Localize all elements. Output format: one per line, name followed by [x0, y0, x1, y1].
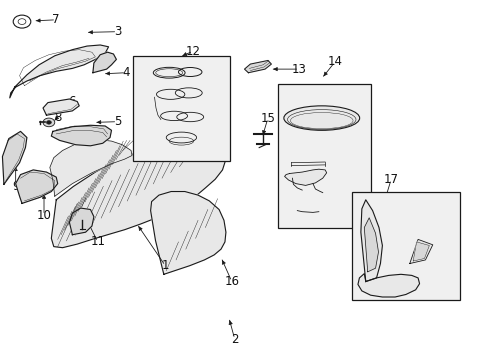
- Polygon shape: [93, 52, 116, 73]
- Polygon shape: [284, 169, 326, 185]
- Text: 3: 3: [113, 25, 121, 38]
- Polygon shape: [69, 208, 94, 235]
- Bar: [133, 56, 229, 161]
- Text: 4: 4: [122, 66, 130, 79]
- Bar: [351, 192, 459, 300]
- Text: 1: 1: [161, 259, 169, 272]
- Text: 14: 14: [327, 55, 342, 68]
- Text: 11: 11: [90, 235, 105, 248]
- Circle shape: [43, 118, 55, 127]
- Polygon shape: [2, 131, 27, 184]
- Polygon shape: [244, 60, 271, 73]
- Polygon shape: [409, 239, 432, 264]
- Polygon shape: [51, 125, 111, 146]
- Polygon shape: [412, 242, 428, 261]
- Polygon shape: [150, 192, 225, 274]
- Polygon shape: [16, 170, 58, 203]
- Polygon shape: [360, 200, 382, 282]
- Text: 2: 2: [230, 333, 238, 346]
- Polygon shape: [357, 274, 419, 297]
- Polygon shape: [51, 141, 225, 248]
- Text: 12: 12: [185, 45, 200, 58]
- Ellipse shape: [284, 106, 359, 130]
- Text: 15: 15: [260, 112, 275, 125]
- Polygon shape: [43, 99, 79, 115]
- Text: 13: 13: [291, 63, 306, 76]
- Text: 7: 7: [52, 13, 60, 26]
- Bar: [277, 84, 370, 228]
- Text: 6: 6: [68, 95, 76, 108]
- Polygon shape: [10, 45, 108, 98]
- Text: 8: 8: [54, 111, 61, 123]
- Text: 5: 5: [113, 115, 121, 128]
- Polygon shape: [50, 140, 132, 196]
- Circle shape: [46, 121, 51, 124]
- Text: 17: 17: [383, 173, 398, 186]
- Polygon shape: [364, 218, 378, 272]
- Text: 10: 10: [37, 209, 51, 222]
- Text: 16: 16: [224, 275, 239, 288]
- Text: 9: 9: [12, 180, 20, 193]
